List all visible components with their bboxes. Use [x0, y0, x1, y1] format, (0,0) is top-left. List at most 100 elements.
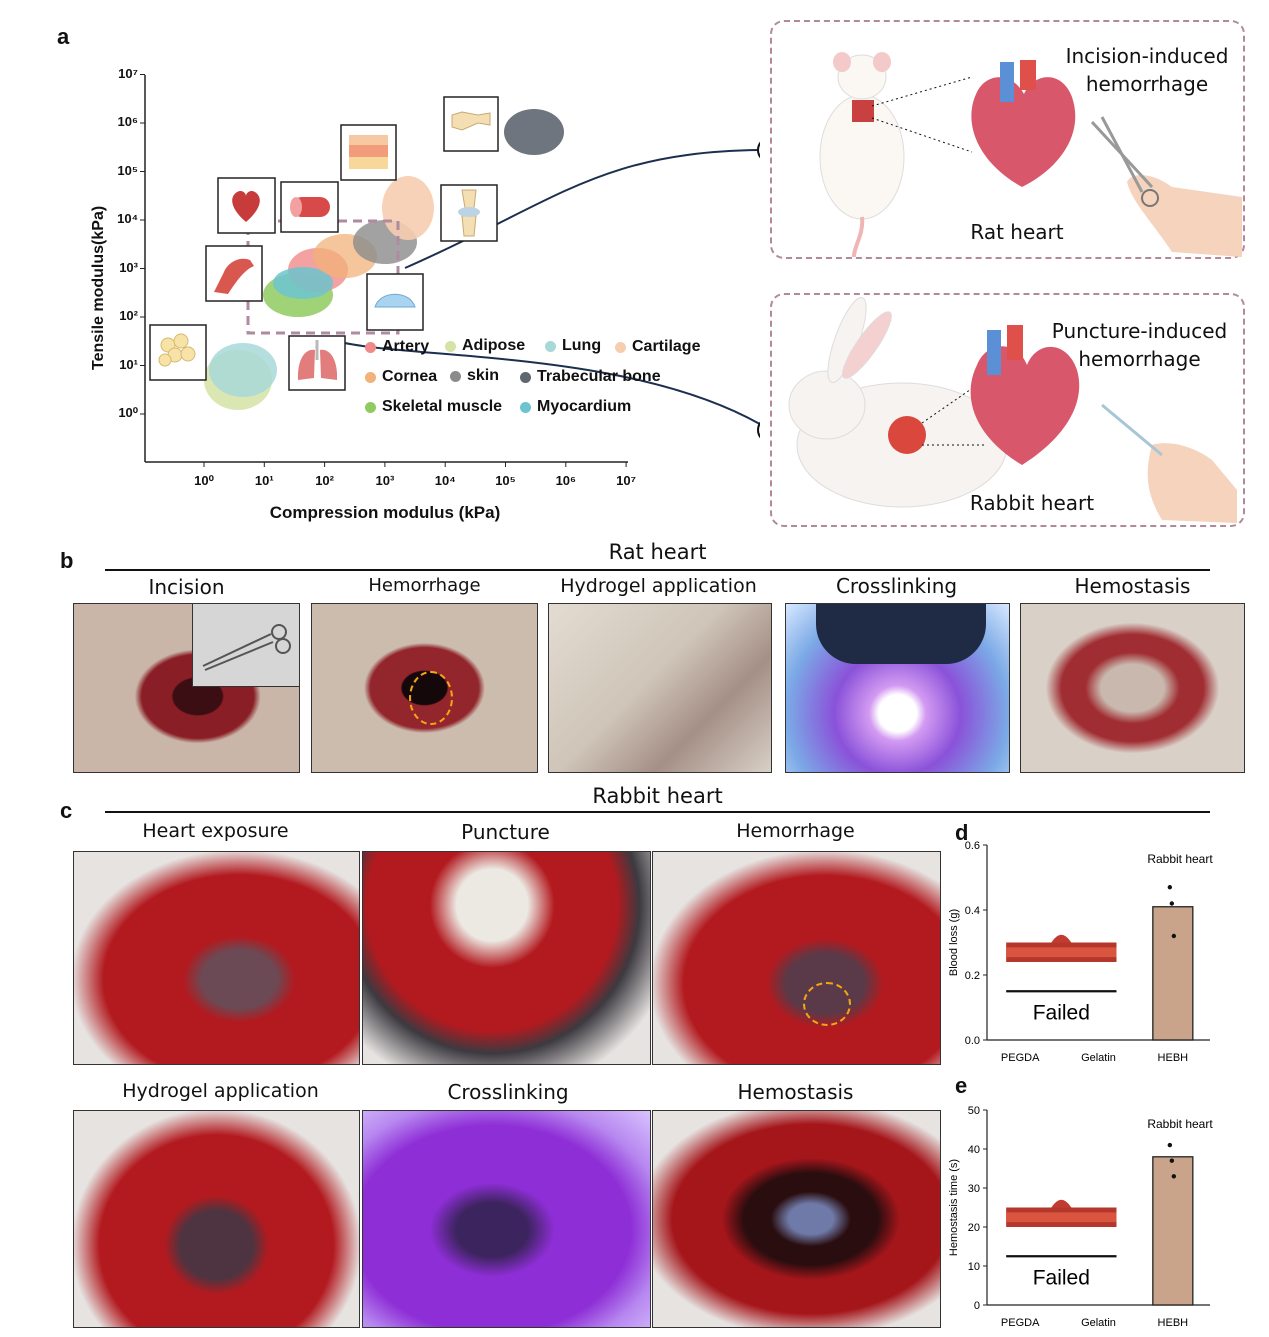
chart-blood-loss: 0.0 0.2 0.4 0.6 Blood loss (g) Rabbit heart PE…	[948, 840, 1213, 1064]
x-tick-label: 10⁵	[495, 473, 516, 488]
y-tick-label: 0	[974, 1300, 980, 1312]
y-tick-label: 0.2	[965, 970, 980, 982]
y-tick-label: 10⁶	[117, 114, 138, 129]
legend-item: Myocardium	[520, 398, 631, 416]
y-tick-label: 10⁴	[117, 211, 138, 226]
y-tick-label: 10³	[119, 259, 138, 275]
failed-annotation: Failed	[1033, 1001, 1090, 1024]
x-tick-label: 10⁷	[616, 473, 636, 488]
rat-illustration	[819, 52, 905, 257]
legend-swatch	[615, 341, 626, 353]
bar	[1152, 1156, 1194, 1306]
blob-trabecular-bone	[504, 109, 564, 155]
photo-rabbit-hemorrhage	[652, 851, 941, 1065]
legend-item: Trabecular bone	[520, 368, 661, 386]
y-axis-label: Tensile modulus(kPa)	[90, 205, 107, 370]
rabbit-model-box: Puncture-induced hemorrhage Rabbit heart	[770, 293, 1245, 527]
bone-icon	[443, 96, 499, 152]
y-tick-label: 0.0	[965, 1035, 980, 1047]
bleeding-site-marker	[803, 982, 851, 1026]
modulus-chart	[140, 74, 760, 467]
y-tick-label: 10⁷	[118, 65, 138, 81]
panel-b-title: Rat heart	[608, 540, 707, 564]
photo-rat-hemostasis	[1020, 603, 1245, 773]
y-tick-label: 30	[968, 1183, 980, 1195]
rabbit-illustration	[788, 297, 1008, 508]
legend-item: Skeletal muscle	[365, 398, 502, 416]
legend-item: Cornea	[365, 368, 437, 386]
photo-label-c4: Hydrogel application	[122, 1080, 319, 1102]
data-point	[1171, 1174, 1177, 1179]
x-tick-label: PEGDA	[1001, 1317, 1040, 1329]
x-tick-label: 10⁶	[555, 473, 577, 488]
bar	[1152, 906, 1194, 1041]
x-tick-label: Gelatin	[1081, 1317, 1116, 1329]
legend-swatch	[450, 370, 461, 382]
rat-box-title-line1: Incision-induced	[1065, 44, 1229, 68]
failed-annotation: Failed	[1033, 1266, 1090, 1289]
rabbit-box-title-line1: Puncture-induced	[1051, 319, 1228, 343]
x-tick-label: 10⁴	[434, 473, 456, 488]
photo-label-b1: Incision	[148, 575, 225, 599]
heart-icon	[217, 177, 276, 234]
photo-label-c2: Puncture	[461, 820, 550, 844]
photo-label-c6: Hemostasis	[737, 1080, 854, 1104]
panel-c-title: Rabbit heart	[592, 784, 723, 808]
legend-label: skin	[467, 367, 500, 384]
heart-illustration	[971, 60, 1076, 187]
scissors-icon	[202, 624, 291, 671]
x-tick-label: 10³	[375, 473, 395, 488]
legend-label: Artery	[382, 338, 430, 355]
x-axis-label: Compression modulus (kPa)	[269, 503, 501, 522]
legend-label: Cartilage	[632, 338, 701, 355]
lung-icon	[288, 335, 346, 391]
legend-swatch	[545, 340, 556, 352]
legend-swatch	[520, 371, 531, 383]
photo-rat-hydrogel-application	[548, 603, 772, 773]
chart-title: Rabbit heart	[1147, 1117, 1213, 1131]
legend-swatch	[365, 401, 376, 413]
x-tick-label: PEGDA	[1001, 1052, 1040, 1064]
data-point	[1169, 901, 1175, 906]
legend-swatch	[445, 340, 456, 352]
photo-label-c1: Heart exposure	[142, 820, 289, 842]
data-point	[1167, 1142, 1173, 1148]
photo-rabbit-heart-exposure	[73, 851, 360, 1065]
legend: Artery Adipose Lung Cartilage Cornea skin Trab…	[365, 337, 725, 423]
chart-title: Rabbit heart	[1147, 852, 1213, 866]
rat-model-box: Incision-induced hemorrhage Rat heart	[770, 20, 1245, 259]
legend-label: Trabecular bone	[537, 368, 661, 385]
photo-label-b3: Hydrogel application	[560, 575, 757, 597]
fat-cells-icon	[149, 324, 207, 381]
photo-rat-hemorrhage	[311, 603, 538, 773]
legend-item: Artery	[365, 338, 429, 356]
legend-label: Cornea	[382, 368, 438, 385]
photo-rabbit-crosslinking	[362, 1110, 651, 1328]
legend-label: Lung	[562, 337, 602, 354]
rat-box-caption: Rat heart	[970, 220, 1064, 244]
panel-label-b: b	[60, 548, 74, 573]
blob-myocardium	[273, 267, 333, 299]
photo-label-b2: Hemorrhage	[368, 575, 481, 596]
panel-label-a: a	[57, 24, 70, 49]
y-tick-label: 10⁵	[117, 162, 138, 178]
blood-spurt-icon	[1051, 934, 1072, 943]
legend-item: skin	[450, 367, 499, 385]
failed-wound-inner	[1006, 1212, 1117, 1223]
muscle-icon	[205, 245, 263, 302]
legend-label: Skeletal muscle	[382, 398, 503, 415]
photo-rat-crosslinking	[785, 603, 1010, 773]
panel-label-e: e	[955, 1073, 968, 1098]
heart-illustration	[970, 325, 1080, 465]
blob-cartilage	[382, 176, 434, 240]
panel-label-c: c	[60, 798, 73, 823]
scissors-inset	[192, 604, 299, 687]
failed-wound-inner	[1006, 947, 1117, 958]
y-tick-label: 10⁰	[118, 405, 138, 420]
y-tick-label: 0.4	[965, 905, 980, 917]
legend-swatch	[365, 371, 376, 383]
photo-rabbit-hemostasis	[652, 1110, 941, 1328]
legend-item: Cartilage	[615, 338, 700, 356]
data-point	[1171, 933, 1177, 939]
legend-item: Adipose	[445, 337, 525, 355]
